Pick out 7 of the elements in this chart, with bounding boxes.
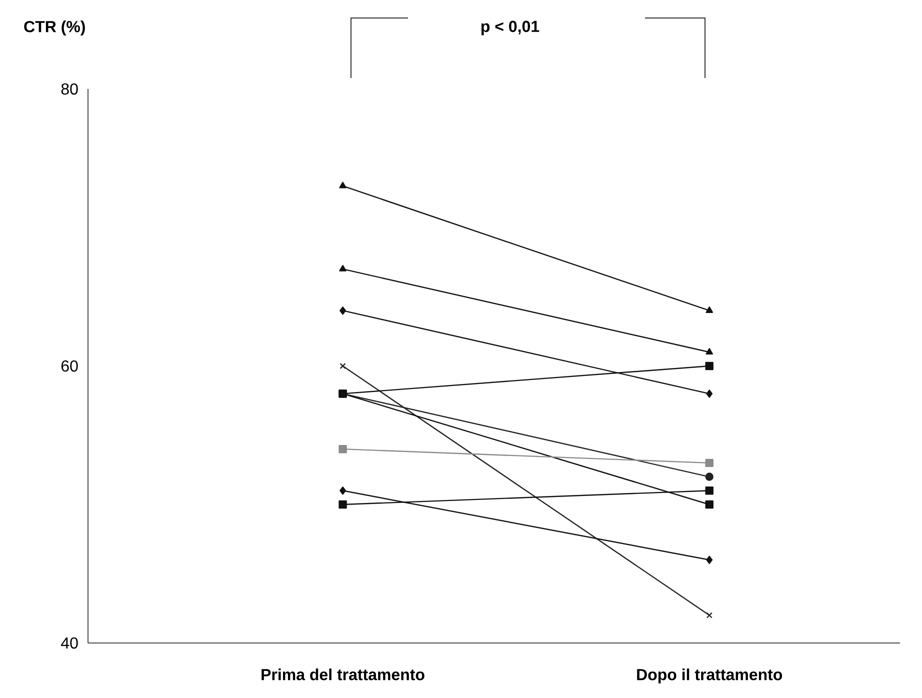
y-tick-label: 60 bbox=[61, 360, 78, 372]
y-axis-title: CTR (%) bbox=[24, 20, 85, 36]
y-tick-label: 40 bbox=[61, 637, 78, 649]
x-tick-label: Dopo il trattamento bbox=[637, 668, 782, 684]
y-tick-label: 80 bbox=[61, 83, 78, 95]
text: p < 0,01 bbox=[481, 20, 540, 36]
x-tick-label: Prima del trattamento bbox=[262, 668, 424, 680]
